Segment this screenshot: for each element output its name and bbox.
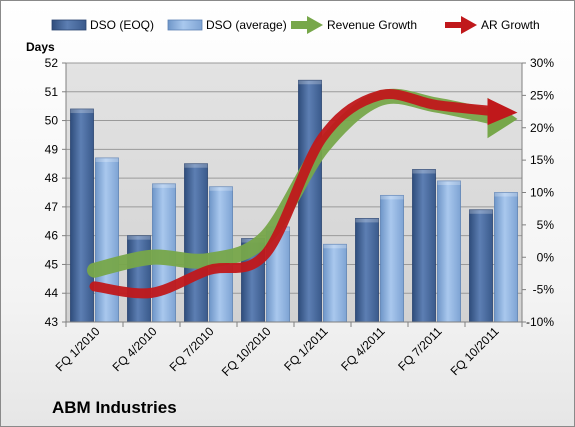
bar-dso-average: [380, 194, 404, 323]
bar-highlight: [152, 183, 176, 188]
bar-highlight: [355, 218, 379, 223]
bar-dso-average: [323, 243, 347, 323]
x-tick-label: FQ 10/2010: [219, 324, 274, 379]
bar-highlight: [412, 169, 436, 174]
y2-tick-label: -5%: [533, 283, 555, 297]
y-tick-label: 48: [45, 171, 59, 185]
y2-tick-label: 5%: [537, 218, 555, 232]
y-axis-title: Days: [26, 40, 55, 54]
x-tick-label: FQ 7/2011: [395, 324, 445, 374]
ar-growth-arrowhead: [487, 98, 518, 126]
y2-tick-label: 10%: [530, 186, 554, 200]
x-tick-label: FQ 4/2011: [338, 324, 388, 374]
bar-highlight: [437, 180, 461, 185]
bar-dso-eoq: [70, 108, 94, 323]
legend-swatch-arrowhead: [307, 16, 323, 34]
y-tick-label: 47: [45, 200, 59, 214]
legend-label: DSO (average): [206, 18, 287, 32]
bar-highlight: [298, 80, 322, 85]
bar-highlight: [127, 235, 151, 240]
bar-highlight: [494, 192, 518, 197]
y-tick-label: 44: [45, 286, 59, 300]
y2-tick-label: 0%: [537, 250, 555, 264]
bars: [70, 79, 518, 323]
ar-growth-line: [89, 89, 503, 299]
legend-swatch-arrowhead: [461, 16, 477, 34]
growth-lines: [87, 88, 518, 299]
x-tick-label: FQ 1/2010: [53, 324, 103, 374]
y2-tick-label: 20%: [530, 121, 554, 135]
x-tick-label: FQ 10/2011: [448, 324, 502, 378]
legend: DSO (EOQ) DSO (average) Revenue Growth AR G…: [51, 16, 540, 34]
bar-highlight: [323, 244, 347, 249]
bar-highlight: [70, 109, 94, 114]
legend-label: AR Growth: [481, 18, 540, 32]
legend-swatch: [167, 19, 203, 31]
x-tick-label: FQ 1/2011: [281, 324, 331, 374]
bar-highlight: [209, 186, 233, 191]
bar-dso-average: [494, 192, 518, 323]
y-tick-label: 49: [45, 142, 59, 156]
bar-dso-eoq: [127, 235, 151, 323]
x-tick-label: FQ 7/2010: [167, 324, 217, 374]
y-tick-label: 50: [45, 114, 59, 128]
bar-highlight: [380, 195, 404, 200]
bar-dso-eoq: [184, 163, 208, 323]
x-tick-label: FQ 4/2010: [110, 324, 160, 374]
y2-tick-label: 15%: [530, 153, 554, 167]
bar-dso-eoq: [469, 209, 493, 323]
y-tick-label: 46: [45, 229, 59, 243]
bar-dso-average: [437, 180, 461, 323]
y-tick-label: 52: [45, 56, 59, 70]
company-title: ABM Industries: [52, 398, 177, 417]
bar-highlight: [95, 157, 119, 162]
bar-dso-eoq: [355, 217, 379, 323]
bar-highlight: [184, 163, 208, 168]
legend-label: DSO (EOQ): [90, 18, 154, 32]
y-tick-label: 51: [45, 85, 59, 99]
legend-label: Revenue Growth: [327, 18, 417, 32]
bar-highlight: [469, 209, 493, 214]
y-tick-label: 43: [45, 315, 59, 329]
legend-swatch: [51, 19, 87, 31]
y2-tick-label: 30%: [530, 56, 554, 70]
bar-dso-eoq: [298, 79, 322, 323]
bar-dso-eoq: [412, 169, 436, 323]
y2-tick-label: 25%: [530, 88, 554, 102]
y2-tick-label: -10%: [526, 315, 554, 329]
y-tick-label: 45: [45, 257, 59, 271]
bar-dso-average: [95, 157, 119, 323]
